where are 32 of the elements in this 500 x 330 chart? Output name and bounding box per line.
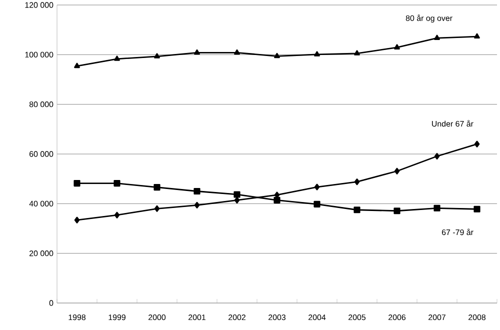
- point: [434, 34, 440, 40]
- point: [194, 202, 200, 208]
- point: [154, 53, 160, 58]
- point: [354, 50, 360, 56]
- point: [314, 184, 320, 190]
- point: [154, 205, 160, 212]
- point: [314, 200, 320, 208]
- point: [74, 216, 80, 224]
- point: [274, 52, 280, 58]
- point: [74, 180, 80, 187]
- point: [474, 206, 480, 212]
- point: [234, 49, 240, 55]
- point: [434, 152, 440, 160]
- point: [234, 196, 240, 204]
- point: [394, 44, 400, 50]
- point: [474, 140, 480, 148]
- point: [114, 56, 120, 61]
- point: [354, 178, 360, 186]
- point: [394, 168, 400, 174]
- point: [114, 212, 120, 218]
- point: [74, 62, 80, 68]
- point: [234, 191, 240, 198]
- point: [474, 33, 480, 39]
- point: [194, 188, 200, 195]
- point: [394, 208, 400, 214]
- point: [154, 184, 160, 191]
- point: [114, 180, 120, 187]
- point: [194, 49, 200, 55]
- point: [354, 206, 360, 214]
- point: [434, 204, 440, 212]
- point: [274, 196, 280, 204]
- point: [314, 51, 320, 56]
